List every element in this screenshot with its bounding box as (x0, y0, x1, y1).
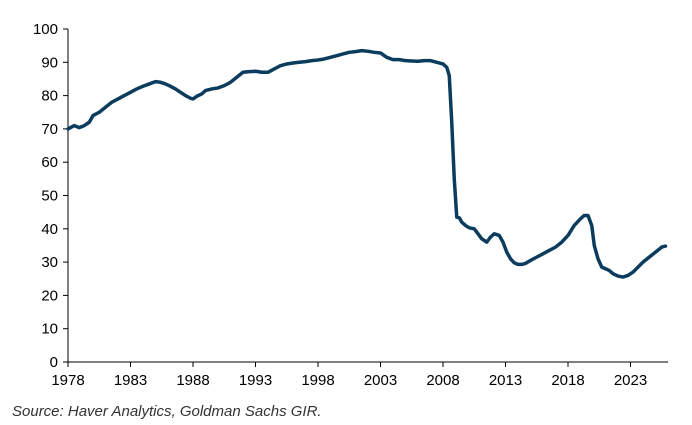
x-tick-label: 2003 (364, 372, 397, 389)
y-tick-label: 60 (41, 154, 58, 171)
y-tick-label: 10 (41, 321, 58, 338)
x-tick-label: 2013 (489, 372, 522, 389)
y-axis-ticks: 0 10 20 30 40 50 60 70 80 90 100 (33, 21, 68, 371)
y-tick-label: 20 (41, 287, 58, 304)
x-tick-label: 2008 (426, 372, 459, 389)
y-tick-label: 100 (33, 21, 58, 38)
series-line (66, 48, 668, 279)
y-tick-label: 50 (41, 188, 58, 205)
y-tick-label: 40 (41, 221, 58, 238)
x-tick-label: 1993 (239, 372, 272, 389)
x-tick-label: 1978 (51, 372, 84, 389)
x-tick-label: 1988 (176, 372, 209, 389)
x-tick-label: 1983 (114, 372, 147, 389)
y-tick-label: 90 (41, 54, 58, 71)
y-tick-label: 80 (41, 88, 58, 105)
x-axis-ticks: 1978 1983 1988 1993 1998 2003 2008 2013 2018 2023 (51, 362, 647, 389)
x-tick-label: 2018 (551, 372, 584, 389)
y-tick-label: 0 (50, 354, 58, 371)
source-note: Source: Haver Analytics, Goldman Sachs G… (12, 403, 322, 420)
y-tick-label: 30 (41, 254, 58, 271)
x-tick-label: 1998 (301, 372, 334, 389)
x-tick-label: 2023 (614, 372, 647, 389)
y-tick-label: 70 (41, 121, 58, 138)
series-group (66, 48, 668, 279)
